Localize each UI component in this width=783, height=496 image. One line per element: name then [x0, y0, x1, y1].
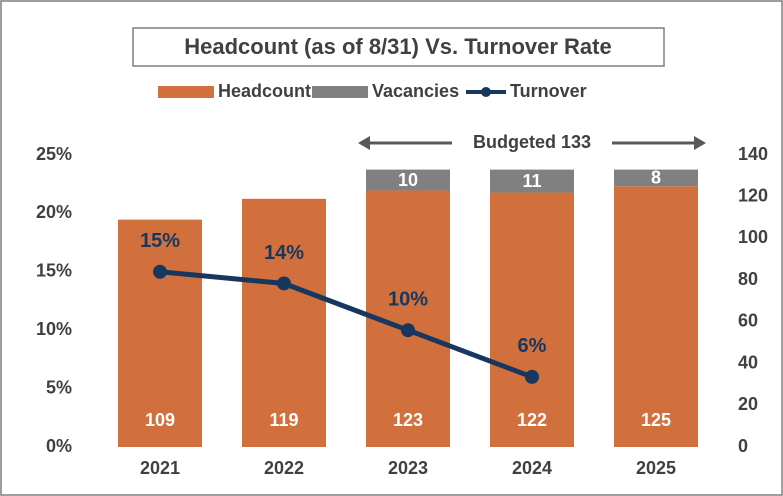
y2-tick-label: 120 — [738, 185, 768, 205]
y2-tick-label: 80 — [738, 269, 758, 289]
y2-tick-label: 60 — [738, 311, 758, 331]
y2-tick-label: 40 — [738, 352, 758, 372]
data-label: 109 — [145, 410, 175, 430]
chart-title: Headcount (as of 8/31) Vs. Turnover Rate — [184, 34, 611, 59]
bar — [614, 169, 698, 187]
data-label: 15% — [140, 230, 180, 252]
data-label: 122 — [517, 410, 547, 430]
legend-swatch — [312, 86, 368, 98]
y-tick-label: 25% — [36, 144, 72, 164]
bar — [490, 192, 574, 447]
legend-swatch — [481, 87, 491, 97]
bar — [366, 169, 450, 191]
point — [277, 276, 291, 291]
data-label: 8 — [651, 168, 661, 188]
data-label: 119 — [269, 410, 298, 430]
legend-swatch — [158, 86, 214, 98]
line — [159, 269, 533, 380]
data-label: 123 — [393, 410, 423, 430]
y2-tick-label: 20 — [738, 394, 758, 414]
title-box — [132, 27, 665, 67]
legend-label: Turnover — [510, 81, 587, 101]
y2-tick-label: 140 — [738, 144, 768, 164]
y-tick-label: 0% — [46, 436, 72, 456]
data-label: 10% — [388, 288, 428, 310]
x-tick-label: 2022 — [264, 458, 304, 478]
data-label: 6% — [518, 335, 547, 357]
x-tick-label: 2021 — [140, 458, 180, 478]
arrow-head — [358, 136, 370, 150]
y2-tick-label: 100 — [738, 227, 768, 247]
y-tick-label: 10% — [36, 319, 72, 339]
point — [401, 323, 415, 338]
x-tick-label: 2025 — [636, 458, 676, 478]
bar — [490, 169, 574, 193]
y-tick-label: 5% — [46, 377, 72, 397]
point — [153, 264, 167, 279]
point — [525, 369, 539, 384]
annotation: Budgeted 133 — [473, 132, 591, 152]
x-tick-label: 2024 — [512, 458, 552, 478]
y-tick-label: 15% — [36, 261, 72, 281]
bar — [118, 219, 202, 447]
data-label: 11 — [522, 171, 541, 191]
x-tick-label: 2023 — [388, 458, 428, 478]
bar — [614, 186, 698, 448]
data-label: 14% — [264, 242, 304, 264]
legend-label: Vacancies — [372, 81, 459, 101]
legend-label: Headcount — [218, 81, 311, 101]
arrow-head — [694, 136, 706, 150]
data-label: 10 — [398, 170, 418, 190]
bar — [242, 198, 326, 447]
y-tick-label: 20% — [36, 202, 72, 222]
data-label: 125 — [641, 410, 671, 430]
y2-tick-label: 0 — [738, 436, 748, 456]
